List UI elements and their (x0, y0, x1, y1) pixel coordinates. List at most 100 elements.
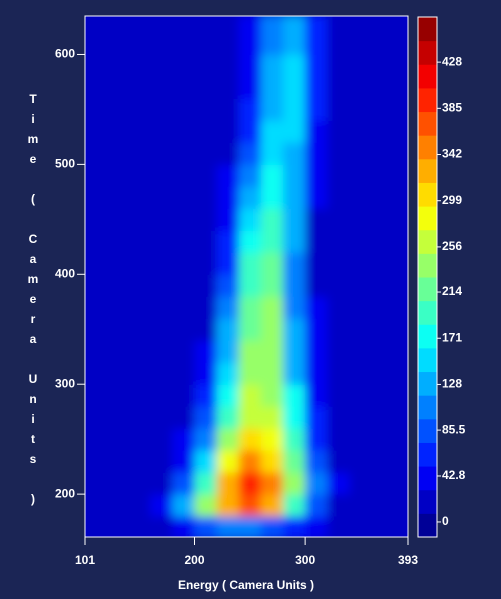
heatmap-cell (393, 186, 408, 209)
heatmap-cell (172, 516, 196, 537)
heatmap-cell (238, 76, 262, 99)
x-tick-label: 200 (184, 553, 204, 567)
heatmap-cell (327, 230, 350, 253)
heatmap-cell (349, 296, 372, 319)
heatmap-cell (238, 340, 262, 363)
heatmap-cell (260, 230, 284, 253)
heatmap-cell (106, 142, 129, 165)
heatmap-cell (260, 494, 284, 517)
x-tick-label: 393 (398, 553, 418, 567)
heatmap-cell (85, 16, 107, 55)
heatmap-cell (194, 208, 218, 231)
heatmap-cell (85, 516, 107, 537)
heatmap-cell (150, 142, 173, 165)
heatmap-cell (85, 296, 107, 319)
heatmap-cell (150, 16, 173, 55)
heatmap-cell (238, 406, 262, 429)
heatmap-cell (238, 494, 262, 517)
heatmap-cell (393, 252, 408, 275)
heatmap-cell (349, 274, 372, 297)
heatmap-cells (85, 16, 408, 537)
heatmap-cell (305, 274, 328, 297)
heatmap-cell (305, 406, 328, 429)
heatmap-cell (349, 164, 372, 187)
heatmap-cell (260, 406, 284, 429)
colorbar-band (418, 87, 437, 113)
heatmap-cell (305, 494, 328, 517)
heatmap-cell (283, 362, 306, 385)
heatmap-cell (106, 516, 129, 537)
heatmap-cell (128, 208, 151, 231)
heatmap-cell (393, 164, 408, 187)
heatmap-cell (106, 494, 129, 517)
heatmap-cell (216, 208, 240, 231)
heatmap-cell (128, 428, 151, 451)
heatmap-cell (172, 274, 196, 297)
heatmap-cell (85, 428, 107, 451)
heatmap-cell (371, 450, 395, 473)
heatmap-cell (283, 186, 306, 209)
heatmap-cell (305, 384, 328, 407)
heatmap-cell (216, 406, 240, 429)
heatmap-cell (128, 296, 151, 319)
heatmap-cell (371, 142, 395, 165)
heatmap-cell (238, 384, 262, 407)
heatmap-cell (150, 186, 173, 209)
heatmap-cell (216, 318, 240, 341)
heatmap-cell (305, 428, 328, 451)
heatmap-cell (128, 472, 151, 495)
heatmap-cell (283, 296, 306, 319)
heatmap-cell (260, 164, 284, 187)
heatmap-cell (128, 274, 151, 297)
heatmap-cell (106, 252, 129, 275)
colorbar-tick-label: 342 (442, 147, 462, 161)
heatmap-cell (260, 428, 284, 451)
heatmap-cell (85, 54, 107, 77)
colorbar-band (418, 158, 437, 183)
heatmap-cell (194, 186, 218, 209)
heatmap-cell (349, 428, 372, 451)
heatmap-cell (327, 428, 350, 451)
heatmap-cell (393, 16, 408, 55)
heatmap-cell (305, 296, 328, 319)
heatmap-cell (128, 186, 151, 209)
heatmap-cell (85, 384, 107, 407)
y-tick-label: 400 (55, 266, 75, 280)
colorbar-band (418, 229, 437, 254)
colorbar-band (418, 64, 437, 89)
heatmap-cell (128, 164, 151, 187)
heatmap-cell (260, 208, 284, 231)
heatmap-cell (150, 98, 173, 121)
heatmap-cell (305, 340, 328, 363)
heatmap-cell (150, 450, 173, 473)
heatmap-cell (216, 296, 240, 319)
heatmap-cell (106, 120, 129, 143)
heatmap-cell (260, 186, 284, 209)
colorbar-tick-label: 256 (442, 239, 462, 253)
heatmap-cell (260, 296, 284, 319)
heatmap-cell (393, 494, 408, 517)
heatmap-cell (238, 98, 262, 121)
heatmap-cell (85, 494, 107, 517)
heatmap-cell (106, 186, 129, 209)
heatmap-cell (327, 296, 350, 319)
heatmap-cell (216, 274, 240, 297)
heatmap-cell (150, 120, 173, 143)
heatmap-cell (371, 252, 395, 275)
heatmap-cell (150, 164, 173, 187)
heatmap-cell (349, 16, 372, 55)
heatmap-cell (216, 428, 240, 451)
heatmap-cell (128, 142, 151, 165)
heatmap-cell (106, 164, 129, 187)
heatmap-cell (349, 54, 372, 77)
heatmap-cell (194, 318, 218, 341)
heatmap-cell (85, 450, 107, 473)
heatmap-cell (128, 450, 151, 473)
heatmap-cell (283, 230, 306, 253)
heatmap-cell (371, 16, 395, 55)
heatmap-cell (327, 362, 350, 385)
heatmap-cell (260, 472, 284, 495)
heatmap-cell (172, 230, 196, 253)
heatmap-cell (85, 274, 107, 297)
heatmap-cell (283, 142, 306, 165)
